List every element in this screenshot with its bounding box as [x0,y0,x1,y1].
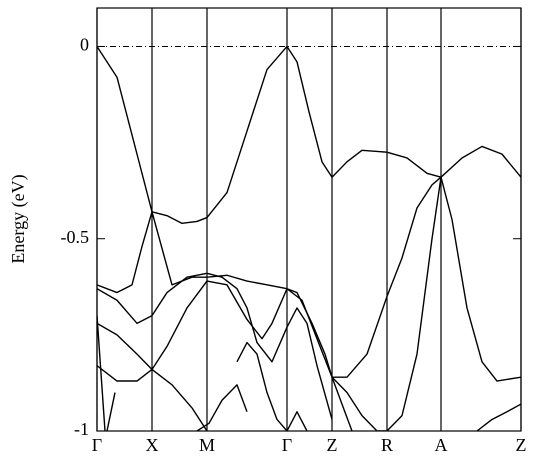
band-line [97,177,521,431]
band-line [97,272,333,420]
x-tick-label: A [435,435,448,455]
x-tick-label: R [381,435,393,455]
x-tick-label: Z [516,435,527,455]
x-tick-label: Γ [282,435,292,455]
y-axis-label: Energy (eV) [8,174,29,263]
band-line [97,341,308,431]
x-tick-label: M [199,435,215,455]
x-tick-label: Z [327,435,338,455]
bands [97,45,521,431]
y-tick-label: -1 [74,419,89,439]
x-tick-label: X [146,435,159,455]
y-tick-label: 0 [80,35,89,55]
x-tick-label: Γ [92,435,102,455]
y-tick-label: -0.5 [61,227,90,247]
band-line [97,45,521,225]
band-line [97,280,353,431]
band-line [97,176,521,382]
plot-area [97,45,521,431]
plot-frame [96,7,522,432]
